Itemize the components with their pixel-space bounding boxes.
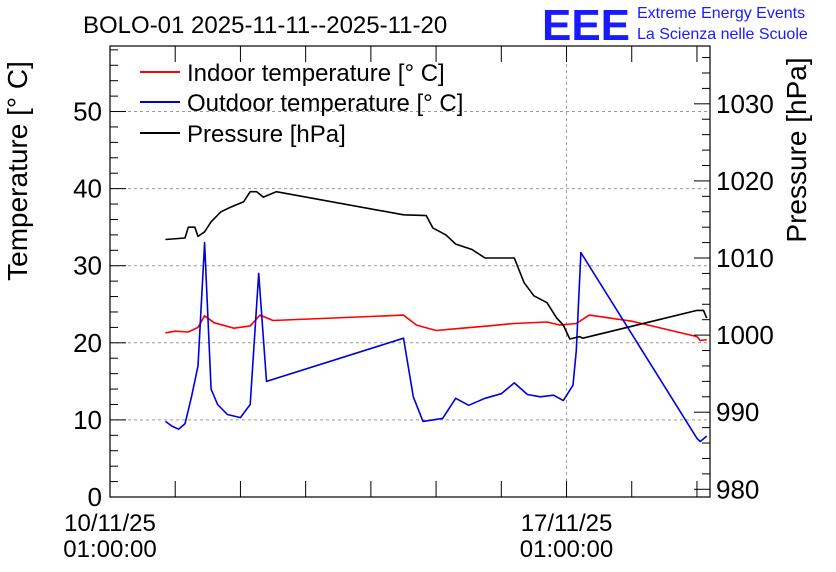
axes-layer: 01020304050980990100010101020103010/11/2… [63,46,774,563]
y-right-tick-label: 990 [716,397,759,427]
series-line-0 [165,314,707,342]
eee-logo: EEE Extreme Energy Events La Scienza nel… [542,1,808,50]
y-left-tick-label: 10 [73,405,102,435]
logo-line2: La Scienza nelle Scuole [637,26,808,43]
series-layer [164,190,708,443]
y-left-tick-label: 20 [73,328,102,358]
y-left-tick-label: 30 [73,251,102,281]
y-right-tick-label: 1020 [716,166,774,196]
y-left-label: Temperature [° C] [2,61,33,281]
x-tick-label-time: 01:00:00 [63,536,156,563]
y-left-tick-label: 50 [73,97,102,127]
series-line-1 [164,241,708,443]
x-tick-label-time: 01:00:00 [520,536,613,563]
x-tick-label-date: 17/11/25 [521,510,613,537]
y-left-tick-label: 0 [88,482,102,512]
legend-label-pressure: Pressure [hPa] [187,121,346,148]
y-left-tick-label: 40 [73,174,102,204]
chart-title: BOLO-01 2025-11-11--2025-11-20 [83,12,447,39]
logo-line1: Extreme Energy Events [637,5,805,22]
legend: Indoor temperature [° C] Outdoor tempera… [140,60,463,148]
legend-label-indoor: Indoor temperature [° C] [187,60,445,87]
x-tick-label-date: 10/11/25 [64,510,156,537]
legend-label-outdoor: Outdoor temperature [° C] [187,90,463,117]
plot-frame [109,45,711,498]
series-line-2 [165,190,708,340]
logo-mark: EEE [542,1,630,50]
y-right-tick-label: 1000 [716,320,774,350]
y-right-label: Pressure [hPa] [781,57,812,242]
y-right-tick-label: 1030 [716,89,774,119]
y-right-tick-label: 1010 [716,243,774,273]
grid-layer [110,46,710,497]
y-right-tick-label: 980 [716,474,759,504]
